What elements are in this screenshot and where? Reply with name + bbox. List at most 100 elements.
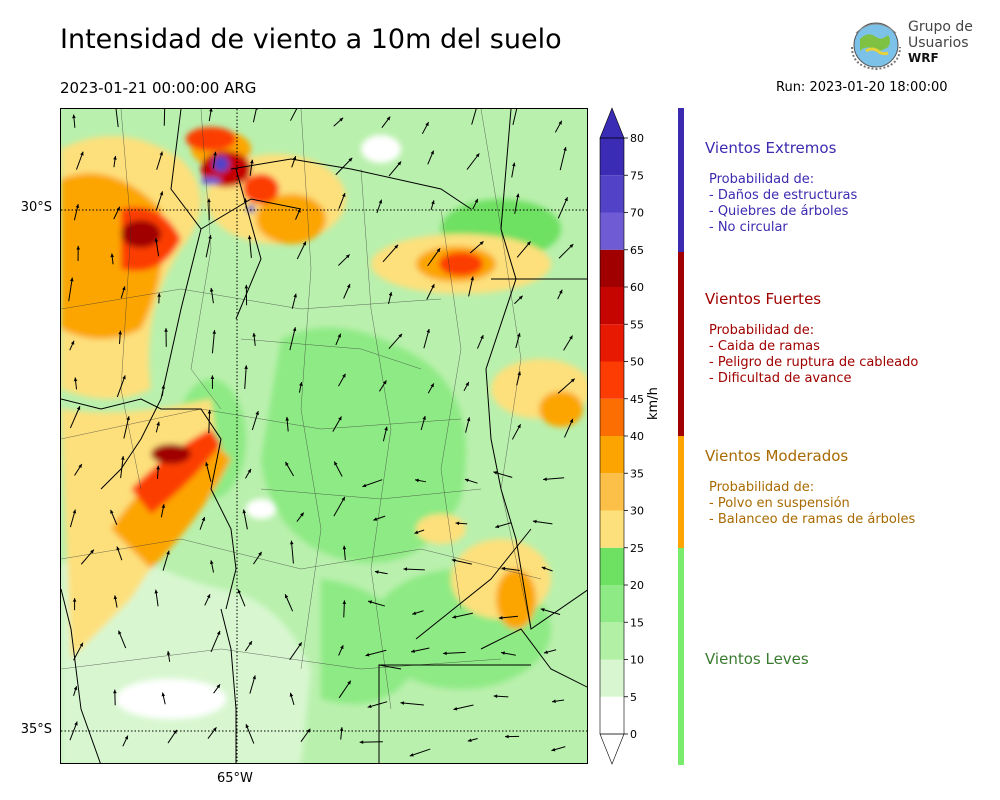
wind-arrow-head — [90, 549, 94, 554]
wind-arrow-head — [110, 509, 114, 514]
wind-arrow-head — [382, 380, 387, 385]
category-bar-fuertes — [678, 252, 684, 436]
wind-arrow-head — [292, 327, 297, 332]
wind-arrow-head — [156, 465, 160, 470]
wind-arrow — [559, 146, 567, 171]
wind-arrow-head — [255, 411, 259, 415]
wind-arrow-head — [237, 589, 242, 594]
wind-arrow-head — [297, 208, 301, 213]
wind-arrow-head — [346, 284, 351, 288]
wind-arrow-head — [207, 409, 212, 414]
desc-line: Probabilidad de: — [709, 172, 815, 187]
wind-arrow-head — [511, 162, 516, 167]
wind-arrow — [471, 109, 477, 125]
wind-arrow-head — [517, 424, 521, 429]
wind-arrow-head — [292, 156, 297, 161]
wind-arrow-head — [467, 738, 472, 742]
wind-arrow-head — [501, 566, 506, 571]
wind-arrow-head — [285, 416, 290, 421]
wind-arrow-head — [300, 512, 304, 517]
wind-arrow-head — [431, 200, 435, 205]
run-time: Run: 2023-01-20 18:00:00 — [776, 80, 948, 95]
wind-arrow-head — [564, 197, 568, 202]
wind-arrow-head — [156, 421, 160, 426]
wind-arrow-head — [551, 747, 556, 752]
wind-arrow-head — [415, 478, 419, 483]
wind-arrow-head — [212, 330, 217, 334]
wind-arrow-head — [544, 650, 548, 654]
wind-arrow-head — [347, 680, 351, 685]
wind-arrow-head — [337, 333, 341, 338]
logo-line-3: WRF — [908, 51, 939, 65]
wind-arrow — [427, 247, 441, 267]
wind-arrow-head — [569, 335, 573, 340]
wind-arrow-head — [422, 415, 426, 420]
desc-line: - No circular — [709, 220, 788, 235]
colorbar-extend-min — [599, 733, 625, 765]
wind-arrow-head — [209, 560, 214, 565]
wind-arrow-head — [501, 651, 505, 655]
colorbar-tick-label: 60 — [630, 281, 644, 294]
wind-arrow — [409, 748, 431, 757]
colorbar-bin — [600, 547, 624, 585]
colorbar-tick-label: 80 — [630, 132, 644, 145]
wind-arrow — [115, 109, 119, 128]
wind-arrow-head — [430, 383, 434, 388]
desc-line: Probabilidad de: — [709, 323, 815, 338]
wind-arrow-head — [348, 157, 353, 162]
wind-arrow-head — [569, 418, 574, 423]
wind-arrow — [290, 109, 298, 121]
colorbar-tick-label: 75 — [630, 169, 644, 182]
wind-arrow-head — [374, 570, 379, 574]
category-bar-moderados — [678, 436, 684, 548]
department-boundaries — [61, 109, 542, 710]
wind-arrow-head — [541, 566, 546, 571]
wind-arrow-head — [430, 150, 434, 155]
wind-arrow-head — [124, 735, 129, 740]
colorbar-unit-label: km/h — [646, 387, 661, 420]
wind-arrow — [248, 235, 252, 258]
wind-arrow-head — [495, 524, 500, 529]
colorbar-tick-label: 0 — [630, 728, 637, 741]
wind-arrow — [290, 540, 294, 564]
wind-arrow-head — [498, 615, 503, 620]
wind-arrow-head — [443, 651, 447, 656]
wind-arrow-head — [289, 540, 294, 545]
wind-arrow-head — [518, 295, 523, 300]
wind-arrow — [116, 375, 126, 398]
wind-arrow-head — [258, 551, 262, 556]
lon-label-65w: 65°W — [217, 771, 253, 786]
wind-arrow-head — [159, 191, 164, 196]
wind-arrow — [208, 409, 211, 434]
wind-arrow-head — [368, 600, 373, 604]
wind-arrow-head — [72, 114, 76, 119]
wind-arrow-head — [470, 276, 475, 281]
wind-arrow-head — [517, 333, 521, 337]
colorbar-bin — [600, 175, 624, 213]
desc-line: - Polvo en suspensión — [709, 496, 850, 511]
wind-arrow-head — [378, 199, 383, 204]
colorbar-tick-label: 55 — [630, 318, 644, 331]
desc-line: - Caida de ramas — [709, 339, 820, 354]
wind-arrow-head — [425, 122, 429, 127]
wind-arrow-head — [570, 378, 575, 383]
wind-arrow-head — [118, 330, 122, 335]
wind-arrow-head — [161, 504, 166, 509]
colorbar-tick-label: 40 — [630, 430, 644, 443]
wind-arrow-head — [76, 406, 81, 411]
wind-arrow-head — [116, 206, 120, 211]
category-bar-extremos — [678, 108, 684, 252]
wind-arrow-head — [113, 155, 117, 160]
wind-arrow-head — [299, 382, 303, 386]
wind-arrow-head — [289, 692, 294, 697]
wind-arrow-head — [559, 289, 563, 294]
category-desc-moderados: Probabilidad de: - Polvo en suspensión -… — [709, 480, 915, 528]
wind-arrow-head — [409, 753, 414, 757]
colorbar-bin — [600, 324, 624, 362]
wind-arrow-head — [339, 117, 344, 122]
lat-label-35s: 35°S — [20, 722, 52, 737]
wind-arrow-head — [116, 546, 120, 551]
category-title-extremos: Vientos Extremos — [705, 139, 837, 157]
wind-arrow-head — [367, 704, 372, 709]
logo-line-1: Grupo de — [908, 19, 973, 35]
